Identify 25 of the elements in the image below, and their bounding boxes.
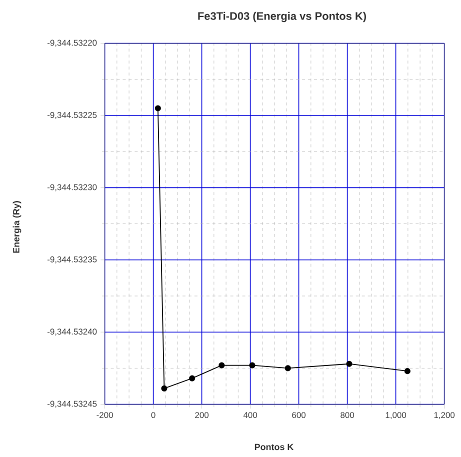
x-tick-label: 0 bbox=[151, 412, 156, 418]
y-tick-label: -9,344.53245 bbox=[47, 400, 97, 408]
x-tick-label: 600 bbox=[292, 412, 306, 418]
x-tick-label: 200 bbox=[195, 412, 209, 418]
y-tick-label: -9,344.53230 bbox=[47, 184, 97, 192]
point bbox=[404, 368, 410, 374]
x-tick-label: -200 bbox=[96, 412, 113, 418]
x-axis-title: Pontos K bbox=[254, 444, 294, 450]
point bbox=[249, 362, 256, 368]
x-tick-label: 400 bbox=[243, 412, 258, 418]
point bbox=[346, 360, 352, 367]
y-tick-label: -9,344.53240 bbox=[47, 328, 97, 336]
x-tick-label: 1,200 bbox=[434, 412, 455, 420]
chart-title: Fe3Ti-D03 (Energia vs Pontos K) bbox=[198, 12, 366, 22]
point bbox=[189, 375, 196, 382]
x-tick-label: 800 bbox=[340, 412, 354, 418]
x-tick-label: 1,000 bbox=[386, 412, 406, 420]
y-tick-label: -9,344.53220 bbox=[47, 40, 97, 47]
y-tick-label: -9,344.53225 bbox=[47, 112, 97, 119]
point bbox=[154, 105, 161, 112]
point bbox=[161, 385, 168, 392]
y-tick-label: -9,344.53235 bbox=[47, 256, 97, 264]
point bbox=[218, 362, 225, 368]
point bbox=[284, 365, 291, 372]
y-axis-title: Energia (Ry) bbox=[12, 201, 22, 253]
